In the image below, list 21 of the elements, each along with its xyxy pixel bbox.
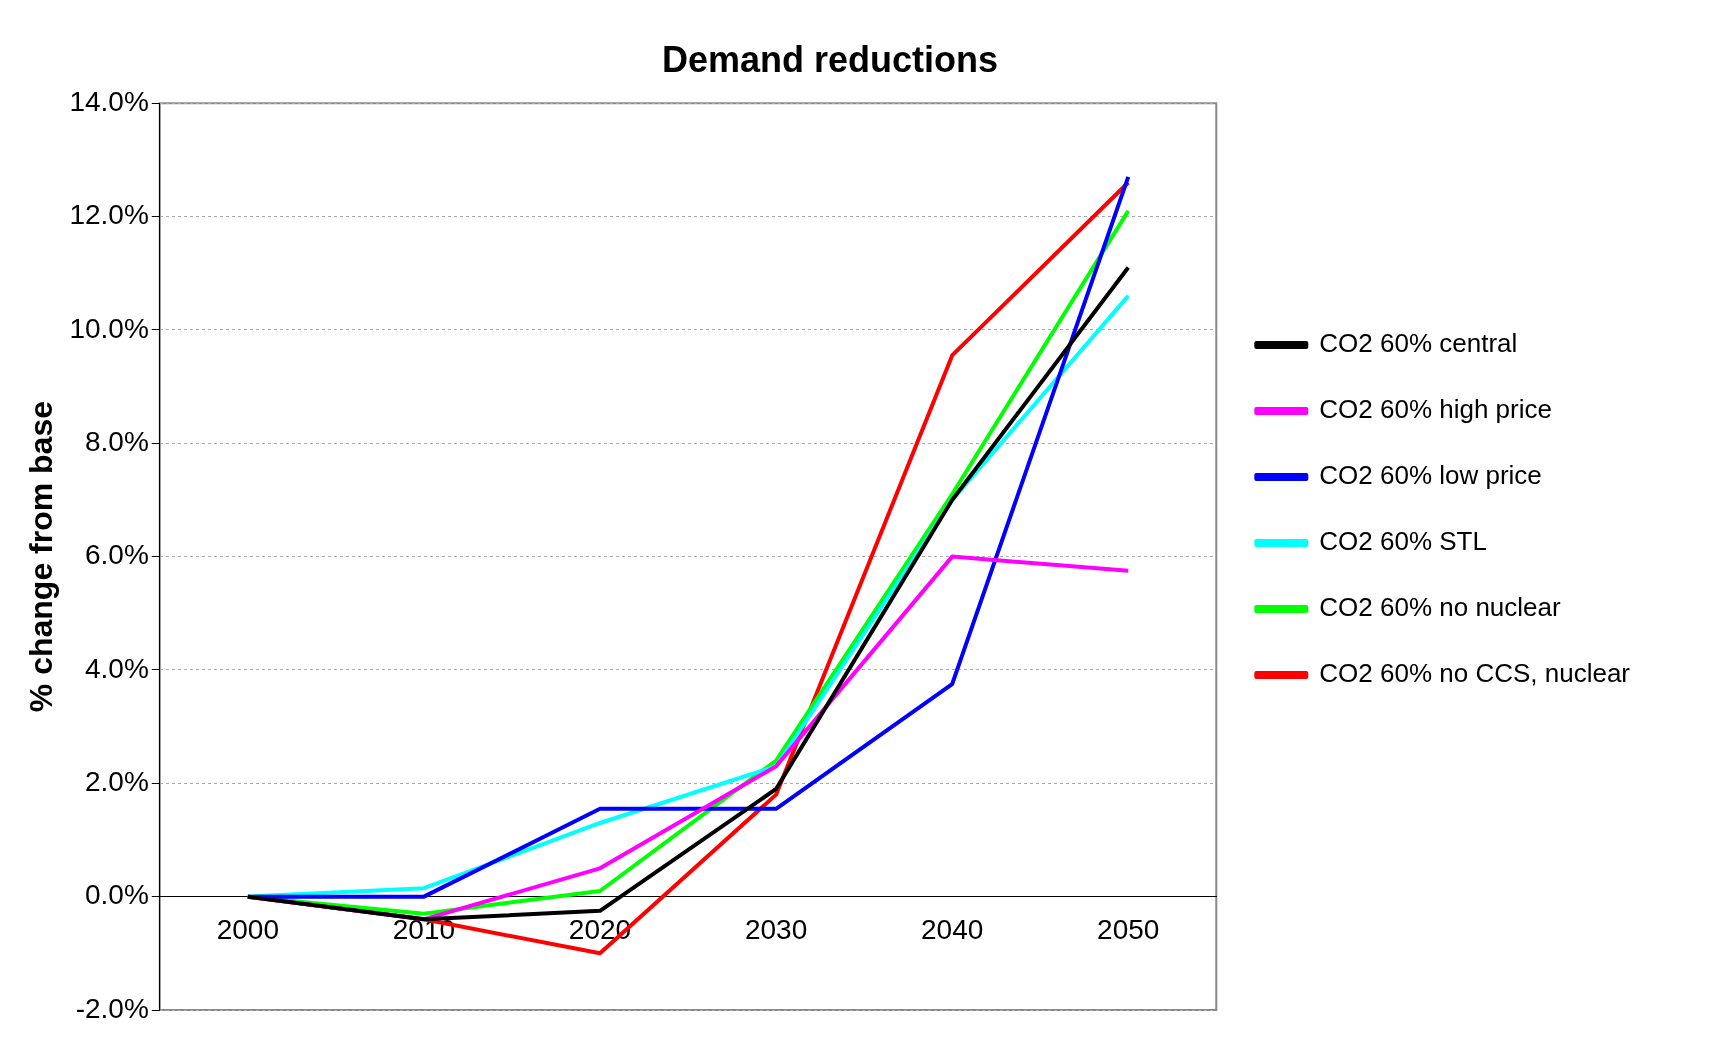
y-tick-label: 14.0% xyxy=(69,85,149,117)
legend-label: CO2 60% no CCS, nuclear xyxy=(1319,658,1631,689)
y-tick-label: 0.0% xyxy=(84,879,149,911)
chart-title: Demand reductions xyxy=(661,38,999,80)
x-tick-label: 2000 xyxy=(216,914,279,946)
y-tick-label: -2.0% xyxy=(75,992,149,1024)
y-tick-label: 6.0% xyxy=(84,539,149,571)
y-tick-label: 4.0% xyxy=(84,652,149,684)
x-tick-label: 2030 xyxy=(744,914,808,946)
legend-label: CO2 60% high price xyxy=(1319,394,1552,425)
y-tick-label: 8.0% xyxy=(84,425,149,457)
y-tick-label: 2.0% xyxy=(84,766,149,798)
legend-label: CO2 60% low price xyxy=(1319,460,1542,491)
y-tick-label: 12.0% xyxy=(69,199,149,231)
y-tick-label: 10.0% xyxy=(69,312,149,344)
x-tick-label: 2040 xyxy=(921,914,984,946)
y-axis-title: % change from base xyxy=(23,401,60,713)
x-tick-label: 2050 xyxy=(1097,914,1160,946)
legend-label: CO2 60% no nuclear xyxy=(1319,592,1561,623)
legend-label: CO2 60% STL xyxy=(1319,526,1487,557)
legend-label: CO2 60% central xyxy=(1319,328,1518,359)
